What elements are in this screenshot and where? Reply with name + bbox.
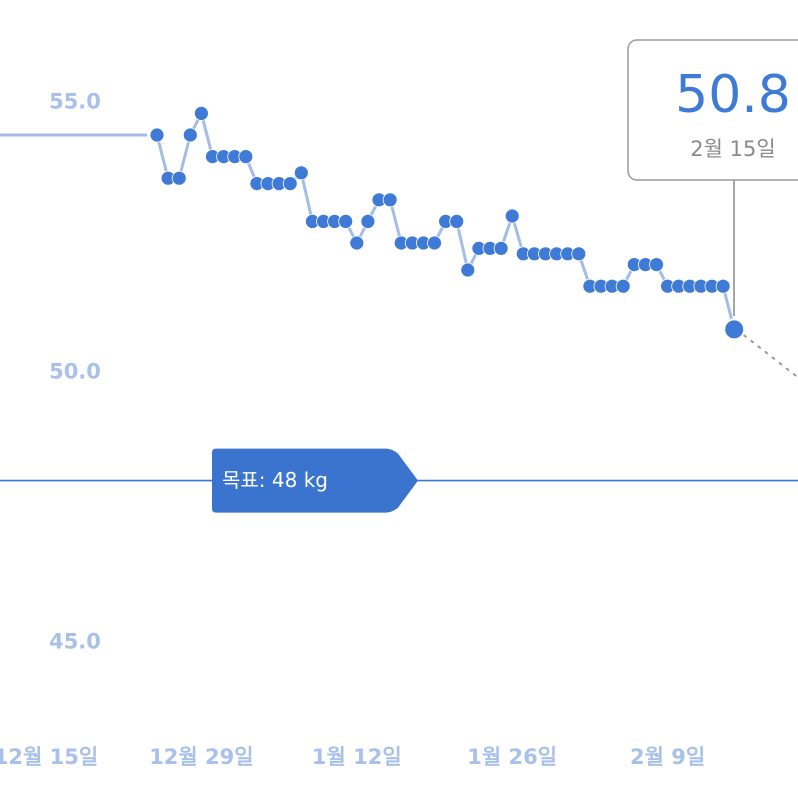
data-point <box>349 235 365 251</box>
x-tick-label: 12월 15일 <box>0 745 98 769</box>
data-point <box>571 246 587 262</box>
data-point <box>723 318 746 341</box>
y-tick-label: 55.0 <box>49 90 101 114</box>
data-point <box>427 235 442 251</box>
data-point <box>293 165 309 181</box>
data-point <box>193 106 209 121</box>
tooltip-box <box>627 39 798 181</box>
data-point <box>149 127 165 143</box>
line-layer <box>0 106 798 379</box>
data-point <box>504 208 520 224</box>
data-point <box>382 192 398 208</box>
data-point <box>338 213 354 229</box>
x-tick-label: 2월 9일 <box>630 745 705 769</box>
x-tick-label: 1월 12일 <box>312 745 402 769</box>
data-point <box>649 257 664 273</box>
data-point <box>171 170 187 186</box>
data-point <box>493 240 509 256</box>
data-point <box>460 262 476 278</box>
goal-layer: 목표: 48 kg <box>0 448 798 513</box>
tooltip-value: 50.8 <box>675 65 791 125</box>
goal-label: 목표: 48 kg <box>222 468 328 492</box>
projection-line <box>743 334 798 379</box>
y-tick-label: 45.0 <box>49 630 101 654</box>
data-point <box>360 213 376 229</box>
data-point <box>615 278 631 294</box>
y-tick-label: 50.0 <box>49 360 101 384</box>
data-point <box>715 278 731 294</box>
data-point <box>238 149 254 165</box>
tooltip-date: 2월 15일 <box>690 137 775 161</box>
tooltip: 50.8 2월 15일 <box>627 39 798 316</box>
data-point <box>182 127 198 143</box>
x-tick-label: 12월 29일 <box>149 745 253 769</box>
goal-badge <box>212 448 418 513</box>
data-point <box>449 213 465 229</box>
x-tick-label: 1월 26일 <box>467 745 557 769</box>
data-point <box>282 176 298 192</box>
